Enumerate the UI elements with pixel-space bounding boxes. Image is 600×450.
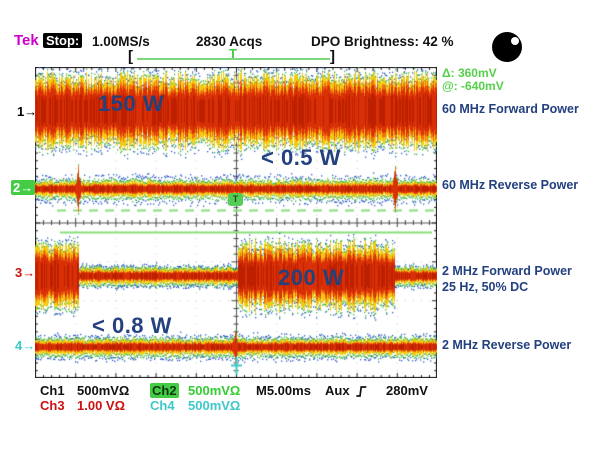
trace-label-ch3-line1: 2 MHz Forward Power: [442, 264, 572, 278]
cursor-delta-readout: Δ: 360mV: [442, 66, 497, 80]
ch2-scale-readout: 500mVΩ: [188, 383, 241, 398]
ch2-reference-marker: 2→: [11, 180, 36, 195]
trace-label-ch3-line2: 25 Hz, 50% DC: [442, 280, 529, 294]
waveform-display: 150 W < 0.5 W 200 W < 0.8 W T: [35, 67, 437, 378]
trigger-source-readout: Aux: [325, 383, 350, 398]
knob-highlight-dot: [511, 37, 519, 45]
trigger-level-readout: 280mV: [386, 383, 428, 398]
tek-logo: Tek: [14, 32, 39, 49]
graticule-canvas: [35, 67, 437, 378]
ch4-reference-marker: 4→: [15, 338, 36, 353]
ch4-readout-label: Ch4: [150, 398, 175, 413]
ch1-reference-marker: 1→: [17, 104, 38, 119]
ch3-readout-label: Ch3: [40, 398, 65, 413]
sample-rate-readout: 1.00MS/s: [92, 34, 150, 49]
record-view-bar: [137, 58, 330, 60]
rising-edge-trigger-icon: [356, 384, 369, 403]
dpo-brightness-readout: DPO Brightness: 42 %: [311, 34, 454, 49]
cursor-position-readout: @: -640mV: [442, 79, 504, 93]
record-view-left-bracket: [: [128, 48, 133, 65]
trace-label-ch4: 2 MHz Reverse Power: [442, 338, 572, 352]
ch4-scale-readout: 500mVΩ: [188, 398, 241, 413]
ch3-scale-readout: 1.00 VΩ: [77, 398, 126, 413]
timebase-readout: M5.00ms: [256, 383, 311, 398]
brightness-knob-icon: [492, 32, 522, 62]
acquisition-state-badge: Stop:: [43, 33, 83, 48]
record-view-right-bracket: ]: [330, 48, 335, 65]
annotation-ch3-power: 200 W: [278, 265, 345, 290]
trace-label-ch1: 60 MHz Forward Power: [442, 102, 579, 116]
ch1-readout-label: Ch1: [40, 383, 65, 398]
record-view-trigger-marker: T: [229, 46, 237, 61]
trigger-level-marker: T: [228, 193, 243, 206]
ch3-reference-marker: 3→: [15, 265, 36, 280]
trace-label-ch2: 60 MHz Reverse Power: [442, 178, 579, 192]
annotation-ch4-power: < 0.8 W: [92, 313, 172, 338]
acquisition-count: 2830 Acqs: [196, 34, 263, 49]
annotation-ch1-power: 150 W: [98, 91, 165, 116]
ch1-scale-readout: 500mVΩ: [77, 383, 130, 398]
ch2-readout-badge: Ch2: [150, 383, 179, 398]
annotation-ch2-power: < 0.5 W: [261, 145, 341, 170]
